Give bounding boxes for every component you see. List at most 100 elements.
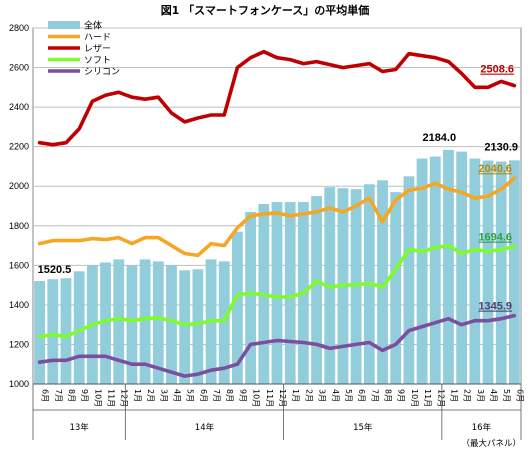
data-label: 2130.9 [484, 141, 518, 153]
legend-label: シリコン [84, 68, 120, 78]
bar [218, 261, 230, 384]
x-tick-label: 3月 [159, 389, 168, 402]
chart-title: 図1 「スマートフォンケース」の平均単価 [161, 3, 370, 17]
x-tick-label: 1月 [449, 389, 458, 402]
data-label: 2508.6 [480, 64, 514, 76]
x-tick-label: 11月 [265, 389, 274, 407]
x-tick-label: 7月 [54, 389, 63, 402]
bar [192, 269, 204, 384]
x-tick-label: 9月 [80, 389, 89, 402]
y-tick-label: 1800 [9, 221, 29, 231]
series-line [37, 313, 517, 378]
bar [271, 202, 283, 384]
x-tick-label: 7月 [370, 389, 379, 402]
x-tick-label: 2月 [463, 389, 472, 402]
y-tick-label: 1400 [9, 300, 29, 310]
data-label: 2184.0 [422, 132, 456, 144]
x-tick-label: 6月 [515, 389, 524, 402]
legend-label: 全体 [84, 20, 102, 32]
y-tick-label: 2000 [9, 181, 29, 191]
x-tick-label: 12月 [120, 389, 129, 407]
x-tick-label: 6月 [357, 389, 366, 402]
bar [34, 281, 46, 384]
data-label: 1694.6 [478, 232, 512, 244]
bar [152, 261, 164, 384]
x-tick-label: 1月 [291, 389, 300, 402]
bar [245, 211, 257, 384]
year-label: 13年 [69, 422, 89, 433]
bar [47, 279, 59, 384]
y-tick-label: 2600 [9, 63, 29, 73]
x-tick-label: 5月 [502, 389, 511, 402]
bar [416, 158, 428, 384]
x-tick-label: 4月 [489, 389, 498, 402]
data-label: 2040.6 [478, 163, 512, 175]
bar [443, 149, 454, 384]
data-label: 1345.9 [478, 301, 512, 313]
bar [508, 160, 520, 384]
x-tick-label: 9月 [238, 389, 247, 402]
x-tick-label: 12月 [436, 389, 445, 407]
y-tick-label: 2400 [9, 102, 29, 112]
legend-label: ソフト [84, 56, 111, 66]
x-tick-label: 8月 [384, 389, 393, 402]
bar [377, 180, 388, 384]
bar [495, 161, 507, 384]
x-tick-label: 11月 [423, 389, 432, 407]
bar [390, 192, 402, 384]
bar [166, 265, 177, 384]
year-label: 14年 [195, 422, 215, 433]
bar [311, 196, 322, 384]
year-label: 15年 [353, 422, 373, 433]
y-tick-label: 1600 [9, 260, 29, 270]
series-line [37, 176, 517, 258]
x-tick-label: 5月 [186, 389, 195, 402]
y-tick-label: 1000 [9, 379, 29, 389]
bar [126, 265, 138, 384]
bar [429, 156, 441, 384]
x-tick-label: 9月 [397, 389, 406, 402]
x-tick-label: 4月 [172, 389, 181, 402]
y-tick-label: 2200 [9, 142, 29, 152]
series-line [37, 243, 517, 339]
x-tick-label: 8月 [67, 389, 76, 402]
bar [456, 151, 468, 384]
bar [232, 231, 243, 384]
x-tick-label: 3月 [318, 389, 327, 402]
x-tick-label: 10月 [252, 389, 261, 407]
year-label: 16年 [472, 422, 492, 433]
bar [403, 176, 415, 384]
x-tick-label: 10月 [93, 389, 102, 407]
x-tick-label: 1月 [133, 389, 142, 402]
bar [482, 160, 494, 384]
x-tick-label: 11月 [107, 389, 116, 407]
x-tick-label: 4月 [331, 389, 340, 402]
bar [284, 202, 296, 384]
x-tick-label: 8月 [225, 389, 234, 402]
x-tick-label: 2月 [304, 389, 313, 402]
x-tick-label: 6月 [199, 389, 208, 402]
bar [60, 278, 72, 384]
x-tick-label: 6月 [41, 389, 50, 402]
bar [73, 271, 85, 384]
bar [100, 262, 111, 384]
legend-swatch [48, 21, 80, 29]
x-tick-label: 7月 [212, 389, 221, 402]
y-tick-label: 1200 [9, 339, 29, 349]
legend-label: レザー [84, 44, 111, 55]
y-tick-label: 2800 [9, 23, 29, 33]
x-tick-label: 2月 [146, 389, 155, 402]
bar [113, 259, 125, 384]
legend-label: ハード [84, 33, 111, 43]
bar [469, 158, 481, 384]
series-line [37, 49, 517, 147]
x-tick-label: 12月 [278, 389, 287, 407]
x-tick-label: 5月 [344, 389, 353, 402]
bar [139, 259, 151, 384]
x-tick-label: 10月 [410, 389, 419, 407]
x-tick-label: 3月 [476, 389, 485, 402]
bar [179, 270, 191, 384]
panel-note: （最大パネル） [461, 438, 521, 449]
